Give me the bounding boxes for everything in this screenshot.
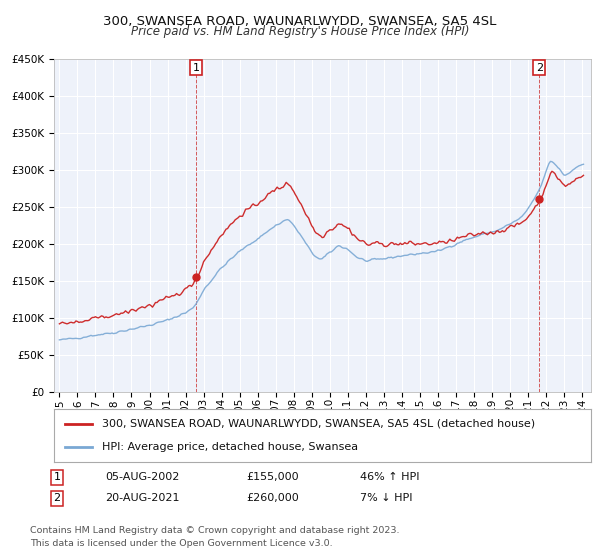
Text: 2: 2: [536, 63, 543, 73]
Text: £260,000: £260,000: [246, 493, 299, 503]
Text: 05-AUG-2002: 05-AUG-2002: [105, 472, 179, 482]
Text: HPI: Average price, detached house, Swansea: HPI: Average price, detached house, Swan…: [103, 442, 358, 452]
Text: 2: 2: [53, 493, 61, 503]
Text: Price paid vs. HM Land Registry's House Price Index (HPI): Price paid vs. HM Land Registry's House …: [131, 25, 469, 38]
Text: 20-AUG-2021: 20-AUG-2021: [105, 493, 179, 503]
Text: This data is licensed under the Open Government Licence v3.0.: This data is licensed under the Open Gov…: [30, 539, 332, 548]
Text: 300, SWANSEA ROAD, WAUNARLWYDD, SWANSEA, SA5 4SL: 300, SWANSEA ROAD, WAUNARLWYDD, SWANSEA,…: [103, 15, 497, 27]
Text: £155,000: £155,000: [246, 472, 299, 482]
Text: Contains HM Land Registry data © Crown copyright and database right 2023.: Contains HM Land Registry data © Crown c…: [30, 526, 400, 535]
Text: 7% ↓ HPI: 7% ↓ HPI: [360, 493, 413, 503]
Text: 1: 1: [193, 63, 200, 73]
Text: 1: 1: [53, 472, 61, 482]
Text: 46% ↑ HPI: 46% ↑ HPI: [360, 472, 419, 482]
Text: 300, SWANSEA ROAD, WAUNARLWYDD, SWANSEA, SA5 4SL (detached house): 300, SWANSEA ROAD, WAUNARLWYDD, SWANSEA,…: [103, 419, 535, 429]
